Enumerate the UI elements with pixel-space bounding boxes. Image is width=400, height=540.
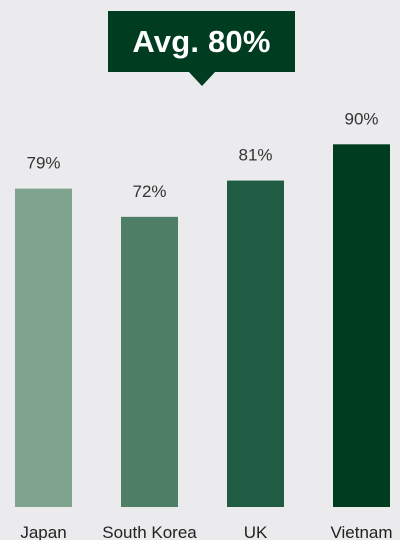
bar-uk (227, 180, 284, 507)
category-label-japan: Japan (20, 523, 66, 540)
average-callout-pointer (188, 71, 216, 86)
value-labels-group: 79% 72% 81% 90% (26, 109, 378, 201)
bars-group (15, 144, 390, 508)
category-labels-group: Japan South Korea UK Vietnam (20, 523, 392, 540)
value-label-japan: 79% (26, 154, 60, 173)
average-callout: Avg. 80% (108, 11, 295, 72)
bar-vietnam (333, 144, 390, 508)
value-label-vietnam: 90% (344, 109, 378, 128)
category-label-south-korea: South Korea (102, 523, 197, 540)
value-label-uk: 81% (238, 146, 272, 165)
bar-japan (15, 188, 72, 507)
category-label-uk: UK (244, 523, 268, 540)
bar-south-korea (121, 216, 178, 507)
value-label-south-korea: 72% (132, 182, 166, 201)
category-label-vietnam: Vietnam (330, 523, 392, 540)
